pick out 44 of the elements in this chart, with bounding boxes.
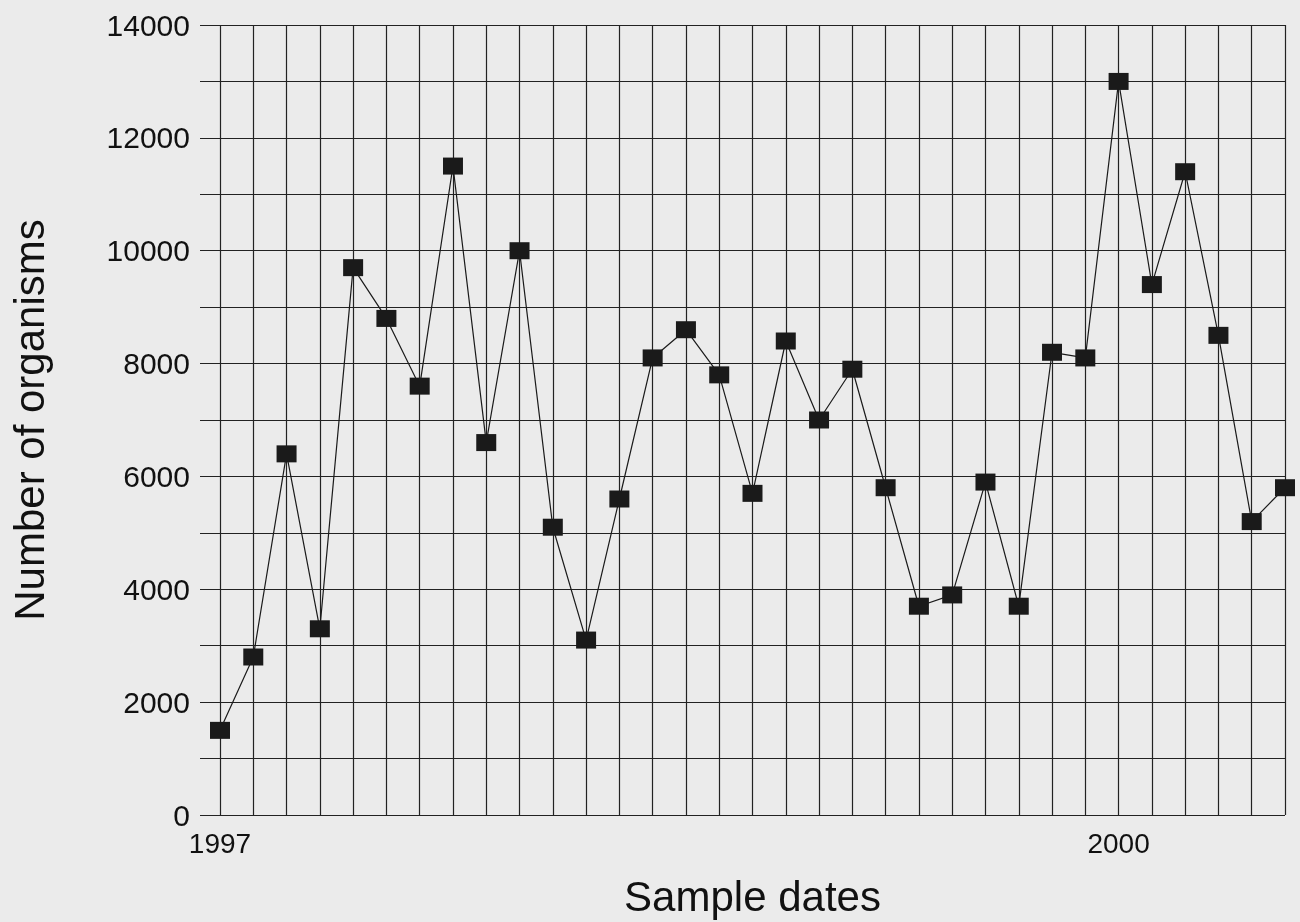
y-tick-label: 6000 bbox=[123, 459, 190, 493]
x-axis-title: Sample dates bbox=[624, 872, 881, 920]
y-tick-label: 14000 bbox=[106, 8, 190, 42]
point bbox=[1108, 72, 1129, 90]
point bbox=[1141, 276, 1162, 294]
point bbox=[875, 479, 896, 497]
point bbox=[1075, 349, 1096, 367]
y-tick-label: 12000 bbox=[106, 121, 190, 155]
point bbox=[775, 332, 796, 350]
point bbox=[343, 259, 364, 277]
point bbox=[1175, 163, 1196, 181]
y-tick-label: 2000 bbox=[123, 685, 190, 719]
point bbox=[642, 349, 663, 367]
y-tick-label: 8000 bbox=[123, 347, 190, 381]
point bbox=[975, 473, 996, 491]
point bbox=[409, 377, 430, 395]
point bbox=[1008, 597, 1029, 615]
y-tick-label: 0 bbox=[173, 798, 190, 832]
y-tick-label: 4000 bbox=[123, 572, 190, 606]
point bbox=[1208, 326, 1229, 344]
point bbox=[908, 597, 929, 615]
y-tick-label: 10000 bbox=[106, 234, 190, 268]
point bbox=[675, 321, 696, 339]
point bbox=[1275, 479, 1295, 497]
point bbox=[709, 366, 730, 384]
point bbox=[809, 411, 830, 429]
point bbox=[609, 490, 630, 508]
point bbox=[1241, 513, 1262, 531]
point bbox=[576, 631, 597, 649]
point bbox=[1042, 343, 1063, 361]
point bbox=[742, 484, 763, 502]
point bbox=[842, 360, 863, 378]
point bbox=[309, 620, 330, 638]
point bbox=[476, 434, 497, 452]
point bbox=[376, 309, 397, 327]
point bbox=[210, 721, 230, 739]
point bbox=[942, 586, 963, 604]
point bbox=[509, 242, 530, 260]
point bbox=[542, 518, 563, 536]
point bbox=[243, 648, 264, 666]
x-tick-label: 1997 bbox=[188, 827, 252, 859]
point bbox=[442, 157, 463, 175]
y-axis-title: Number of organisms bbox=[5, 219, 53, 621]
point bbox=[276, 445, 297, 463]
